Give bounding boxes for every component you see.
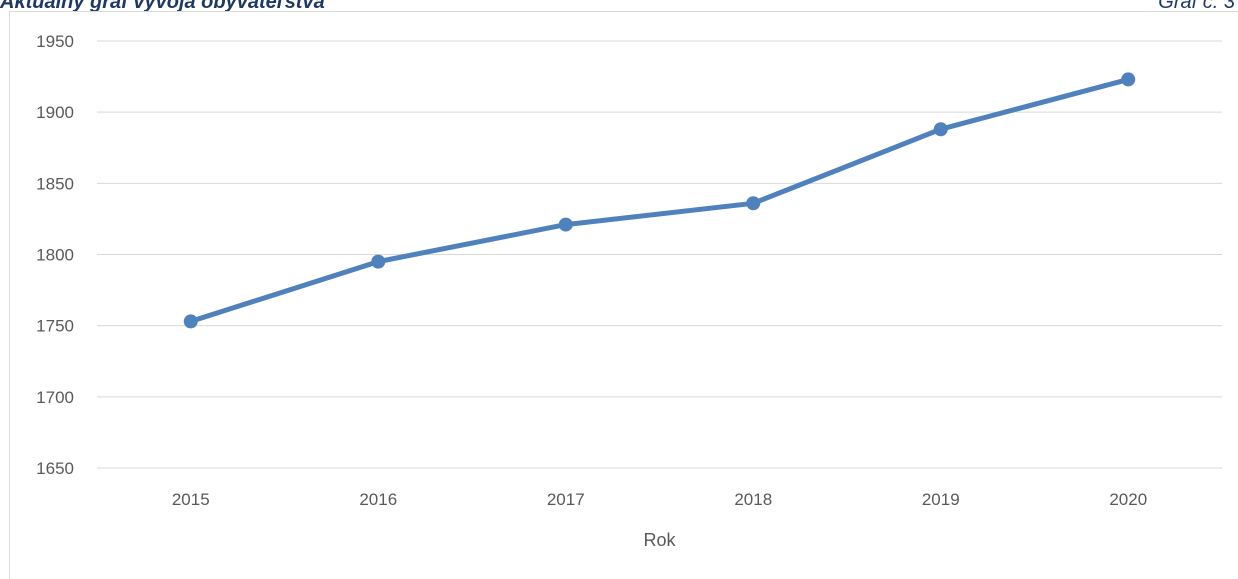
y-tick-label: 1850 (36, 174, 74, 193)
x-tick-label: 2018 (734, 490, 772, 509)
x-tick-label: 2015 (172, 490, 210, 509)
chart-caption: Graf č. 3 (1158, 0, 1235, 13)
y-tick-label: 1750 (36, 317, 74, 336)
data-point-2015 (183, 314, 198, 329)
data-point-2019 (933, 122, 948, 137)
y-tick-label: 1800 (36, 246, 74, 265)
data-point-2020 (1121, 72, 1136, 87)
x-tick-label: 2016 (359, 490, 397, 509)
y-axis-tick-labels: 1650 1700 1750 1800 1850 1900 1950 (36, 32, 74, 478)
chart-frame (9, 11, 1238, 579)
x-tick-label: 2017 (547, 490, 585, 509)
x-axis-tick-labels: 2015 2016 2017 2018 2019 2020 (172, 490, 1147, 509)
data-point-2017 (558, 217, 573, 232)
y-tick-label: 1950 (36, 32, 74, 51)
series-line (188, 76, 1131, 324)
data-point-2016 (371, 254, 386, 269)
chart-heading: Aktuálny graf vývoja obyvateľstva (0, 0, 325, 13)
data-point-2018 (746, 196, 761, 211)
gridlines (97, 40, 1222, 469)
x-tick-label: 2019 (922, 490, 960, 509)
x-tick-label: 2020 (1109, 490, 1147, 509)
y-tick-label: 1900 (36, 103, 74, 122)
y-tick-label: 1650 (36, 459, 74, 478)
x-axis-title: Rok (643, 530, 676, 550)
series-layer (183, 72, 1136, 329)
y-tick-label: 1700 (36, 388, 74, 407)
